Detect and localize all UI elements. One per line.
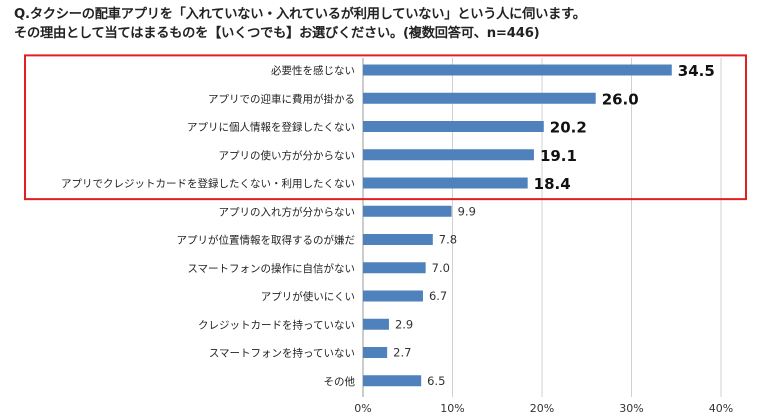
category-label: アプリに個人情報を登録したくない [187, 121, 355, 134]
x-tick-label: 20% [530, 402, 554, 415]
x-tick-label: 40% [709, 402, 733, 415]
category-label: アプリでクレジットカードを登録したくない・利用したくない [61, 177, 355, 190]
value-label: 2.7 [393, 346, 411, 360]
bar [363, 375, 422, 387]
category-label: アプリが使いにくい [261, 290, 355, 303]
bar [363, 177, 528, 189]
question-line-1: Q.タクシーの配車アプリを「入れていない・入れているが利用していない」という人に… [14, 7, 586, 22]
category-label: アプリの使い方が分からない [219, 149, 356, 162]
category-label: クレジットカードを持っていない [198, 318, 355, 331]
category-label: 必要性を感じない [271, 64, 355, 77]
bar [363, 149, 534, 161]
value-label: 9.9 [458, 204, 476, 218]
category-label: スマートフォンを持っていない [209, 347, 355, 360]
value-label: 2.9 [395, 317, 413, 331]
value-label: 26.0 [602, 90, 639, 108]
value-label: 34.5 [678, 62, 715, 80]
value-label: 18.4 [534, 175, 571, 193]
value-label: 19.1 [540, 147, 577, 165]
value-label: 7.0 [432, 261, 450, 275]
category-label: その他 [324, 375, 356, 388]
value-label: 7.8 [439, 233, 457, 247]
category-label: アプリの入れ方が分からない [219, 205, 356, 218]
bar [363, 290, 423, 302]
bar [363, 347, 388, 358]
question-title: Q.タクシーの配車アプリを「入れていない・入れているが利用していない」という人に… [14, 5, 754, 43]
value-label: 6.7 [429, 289, 447, 303]
bar [363, 234, 433, 245]
bar [363, 92, 596, 104]
bar [363, 121, 544, 132]
bar [363, 205, 452, 217]
x-tick-label: 30% [619, 402, 643, 415]
category-label: スマートフォンの操作に自信がない [187, 262, 355, 275]
question-line-2: その理由として当てはまるものを【いくつでも】お選びください。(複数回答可、n=4… [14, 26, 540, 41]
category-label: アプリが位置情報を取得するのが嫌だ [177, 234, 356, 247]
bar [363, 64, 672, 76]
value-label: 20.2 [550, 119, 587, 137]
x-tick-label: 0% [354, 402, 371, 415]
value-label: 6.5 [427, 374, 445, 388]
x-tick-label: 10% [440, 402, 464, 415]
bar [363, 262, 426, 274]
highlight-box [24, 54, 747, 201]
bar [363, 318, 389, 330]
category-label: アプリでの迎車に費用が掛かる [208, 92, 355, 105]
